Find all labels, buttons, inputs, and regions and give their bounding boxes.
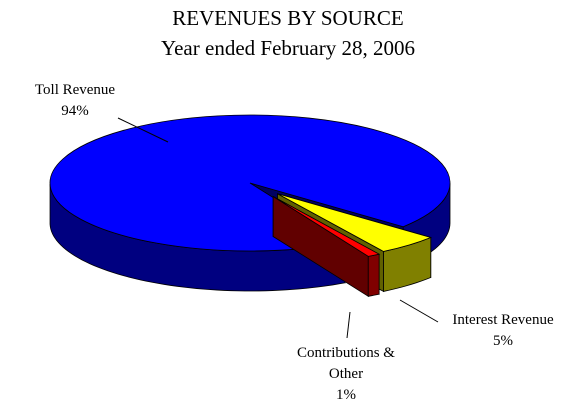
value-label: 94% (61, 103, 89, 119)
category-label: Contributions & Other (297, 345, 395, 382)
chart-title: REVENUES BY SOURCE (172, 6, 404, 30)
slice-label: Interest Revenue 5% (428, 310, 576, 352)
value-label: 5% (493, 333, 513, 349)
slice-top (272, 196, 381, 257)
leader-line (399, 299, 439, 323)
category-label: Interest Revenue (452, 312, 554, 328)
leader-line (346, 311, 351, 339)
chart-subtitle: Year ended February 28, 2006 (161, 36, 415, 60)
value-label: 1% (336, 387, 356, 403)
slice-label: Toll Revenue 94% (10, 80, 140, 122)
slice-top (49, 114, 451, 252)
slice-top (277, 193, 432, 252)
slice-label: Contributions & Other 1% (282, 343, 410, 406)
pie-slice (272, 195, 381, 298)
slice-side-wall (367, 253, 380, 297)
category-label: Toll Revenue (34, 82, 116, 98)
leader-line (117, 117, 169, 143)
